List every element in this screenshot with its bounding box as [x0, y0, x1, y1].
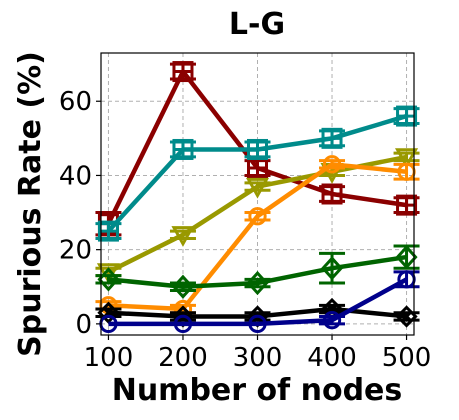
data-point	[395, 305, 418, 328]
marker	[395, 305, 418, 328]
data-point	[97, 267, 120, 292]
marker	[246, 270, 269, 296]
data-point	[171, 274, 195, 299]
series-5	[95, 244, 420, 299]
marker	[171, 226, 195, 247]
data-point	[322, 155, 342, 174]
x-tick-label: 200	[158, 343, 208, 373]
data-point	[173, 314, 193, 334]
data-point	[97, 220, 119, 242]
marker	[245, 177, 270, 199]
series-7	[99, 270, 420, 334]
chart-title: L-G	[229, 7, 285, 42]
marker	[171, 274, 195, 299]
marker	[248, 314, 267, 334]
data-point	[321, 127, 343, 149]
data-point	[247, 138, 268, 160]
marker	[322, 155, 342, 174]
series-line	[108, 277, 408, 327]
data-point	[172, 61, 194, 83]
y-tick-label: 40	[59, 161, 92, 191]
data-point	[246, 270, 269, 296]
marker	[394, 148, 419, 169]
data-point	[320, 256, 344, 281]
x-tick-label: 100	[84, 343, 134, 373]
marker	[173, 314, 193, 334]
data-point	[322, 311, 342, 330]
data-point	[248, 207, 267, 226]
data-point	[245, 177, 270, 199]
series-2	[95, 105, 420, 242]
marker	[97, 267, 120, 292]
data-point	[396, 194, 418, 216]
data-point	[395, 244, 418, 270]
y-tick-label: 0	[75, 310, 92, 340]
marker	[248, 207, 267, 226]
x-axis-label: Number of nodes	[112, 373, 403, 408]
data-point	[396, 105, 418, 127]
marker-cross	[400, 310, 413, 323]
marker	[395, 244, 418, 270]
x-tick-label: 400	[307, 343, 357, 373]
x-tick-label: 500	[382, 343, 432, 373]
data-point	[172, 138, 194, 160]
data-point	[248, 314, 267, 334]
y-tick-label: 60	[59, 87, 92, 117]
y-axis-label: Spurious Rate (%)	[13, 51, 48, 357]
ticks: 100 200 300 400 500 0 20 40 60	[59, 87, 431, 373]
data-point	[394, 148, 419, 169]
data-point	[171, 226, 195, 247]
x-tick-label: 300	[233, 343, 283, 373]
y-tick-label: 20	[59, 236, 92, 266]
marker	[320, 256, 344, 281]
marker	[322, 311, 342, 330]
data-point	[321, 183, 343, 205]
series-layer	[95, 61, 420, 334]
